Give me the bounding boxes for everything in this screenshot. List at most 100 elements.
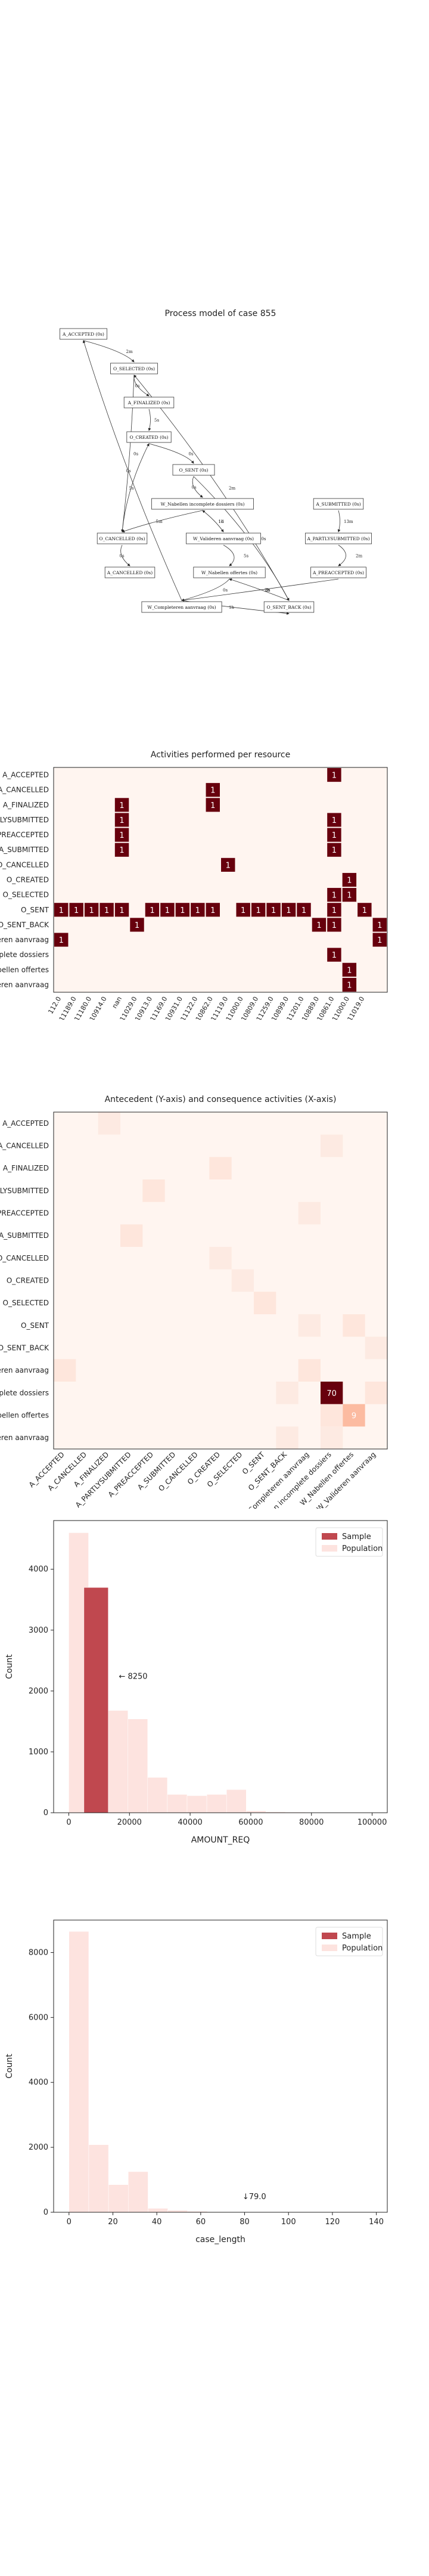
x-axis-label: AMOUNT_REQ [191, 1835, 250, 1845]
resource-cell-value: 1 [301, 906, 306, 915]
plot-frame [53, 1919, 388, 2213]
process-edge-label: 2m [126, 349, 133, 354]
resource-cell [327, 918, 341, 932]
resource-cell-value: 1 [150, 906, 154, 915]
resource-col-label: nan [111, 995, 124, 1010]
resource-cell-value: 1 [347, 891, 352, 900]
caselength-histogram-figure: 0 20 40 60 80 100 120 140 0 2000 4000 6000 8000 case_… [0, 1908, 429, 2278]
antecedent-cells: 70 9 [54, 1112, 387, 1449]
y-tick-label: 3000 [29, 1626, 48, 1635]
process-edge-label: 0s [133, 452, 138, 457]
resource-row-label: A_SUBMITTED [0, 846, 49, 854]
resource-cell-value: 1 [332, 951, 337, 960]
antecedent-faint-cell [321, 1404, 343, 1427]
process-node: A_FINALIZED (0s) [123, 397, 175, 408]
legend-swatch [322, 1933, 337, 1939]
resource-cell [342, 888, 357, 902]
antecedent-row-label: A_PREACCEPTED [0, 1209, 49, 1218]
antecedent-heatmap: Antecedent (Y-axis) and consequence acti… [0, 1095, 388, 1538]
x-tick-label: 60000 [238, 1818, 263, 1827]
resource-cell-value: 1 [104, 906, 109, 915]
process-node: W_Nabellen offertes (0s) [193, 566, 266, 578]
antecedent-col-label: O_SENT_BACK [247, 1450, 289, 1492]
resource-cell-value: 1 [226, 861, 231, 870]
process-node: O_SENT_BACK (0s) [263, 601, 315, 613]
antecedent-col-label: O_CANCELLED [157, 1450, 200, 1493]
process-node: O_CANCELLED (0s) [97, 532, 148, 544]
process-node: A_ACCEPTED (0s) [60, 328, 107, 340]
process-edge-label: 1h [219, 519, 224, 524]
process-edge [338, 544, 346, 566]
resource-cell [342, 962, 357, 977]
resource-row-label: A_FINALIZED [3, 801, 49, 809]
process-node-label: O_CANCELLED (0s) [99, 536, 145, 541]
x-axis-label: case_length [195, 2235, 245, 2244]
process-edge [121, 374, 135, 532]
resource-cell [114, 903, 129, 917]
antecedent-cell-value: 9 [352, 1412, 356, 1421]
resource-row-label: W_Nabellen offertes [0, 965, 49, 974]
process-edge-label: 2m [356, 554, 362, 559]
resource-cell [327, 768, 341, 782]
antecedent-faint-cell [120, 1224, 143, 1247]
resource-cell [160, 903, 175, 917]
antecedent-row-label: A_ACCEPTED [2, 1119, 49, 1128]
resource-cell [175, 903, 190, 917]
process-edge [120, 544, 130, 566]
resource-cell [266, 903, 281, 917]
process-edge-label: 5m [156, 519, 163, 524]
resource-cell-value: 1 [210, 801, 215, 810]
resource-row-label: A_ACCEPTED [2, 771, 49, 779]
resource-cell-value: 1 [332, 846, 337, 855]
antecedent-faint-cell [321, 1426, 343, 1449]
resource-cell-value: 1 [119, 846, 124, 855]
antecedent-faint-cell [54, 1359, 76, 1382]
resource-cell-value: 1 [271, 906, 276, 915]
sample-annotation: ↓79.0 [243, 2193, 266, 2202]
antecedent-row-label: O_SENT [21, 1321, 49, 1330]
x-tick-label: 40 [152, 2218, 162, 2227]
resource-cell-value: 1 [347, 877, 352, 886]
process-edge-label: 0s [126, 469, 131, 473]
population-bar [147, 1777, 168, 1813]
process-node: O_SELECTED (0s) [110, 363, 158, 374]
resource-row-label: A_CANCELLED [0, 786, 49, 794]
population-bar [108, 1710, 128, 1813]
process-edge-label: 0s [266, 588, 271, 593]
resource-cell [327, 903, 341, 917]
resource-cell [191, 903, 205, 917]
resource-cell [114, 843, 129, 857]
resource-row-label: O_SELECTED [3, 891, 49, 899]
process-node-label: O_SENT (0s) [179, 467, 209, 473]
resource-cell [327, 888, 341, 902]
process-node: A_PREACCEPTED (0s) [310, 566, 366, 578]
process-node: W_Nabellen incomplete dossiers (0s) [151, 498, 254, 510]
antecedent-faint-cell [298, 1202, 321, 1225]
y-tick-label: 4000 [29, 1565, 48, 1574]
process-node: W_Valideren aanvraag (0s) [186, 532, 261, 544]
y-tick-label: 4000 [29, 2078, 48, 2087]
resource-cell [114, 828, 129, 842]
y-tick-label: 2000 [29, 2143, 48, 2152]
resource-cell [84, 903, 99, 917]
antecedent-col-labels: A_ACCEPTEDA_CANCELLEDA_FINALIZEDA_PARTLY… [27, 1450, 378, 1538]
population-bar [186, 1795, 207, 1813]
resource-cell-value: 1 [210, 787, 215, 795]
resource-cell [327, 813, 341, 827]
process-edge [337, 510, 341, 532]
resource-cell [327, 843, 341, 857]
process-node: O_SENT (0s) [172, 464, 215, 476]
antecedent-faint-cell [321, 1134, 343, 1157]
process-node-label: A_CANCELLED (0s) [107, 570, 153, 575]
process-edge-label: 5s [129, 486, 134, 491]
y-axis-label: Count [5, 2054, 14, 2079]
process-edge-label: 0s [192, 485, 197, 490]
resource-cell-value: 1 [119, 906, 124, 915]
resource-cell-value: 1 [332, 891, 337, 900]
process-edge [192, 476, 203, 498]
process-edge-label: 1h [229, 605, 234, 610]
process-edge [148, 443, 194, 464]
resource-cell [372, 918, 387, 932]
resource-heatmap: Activities performed per resource 111 11 1… [0, 750, 388, 1023]
resource-row-label: O_CREATED [7, 876, 49, 884]
